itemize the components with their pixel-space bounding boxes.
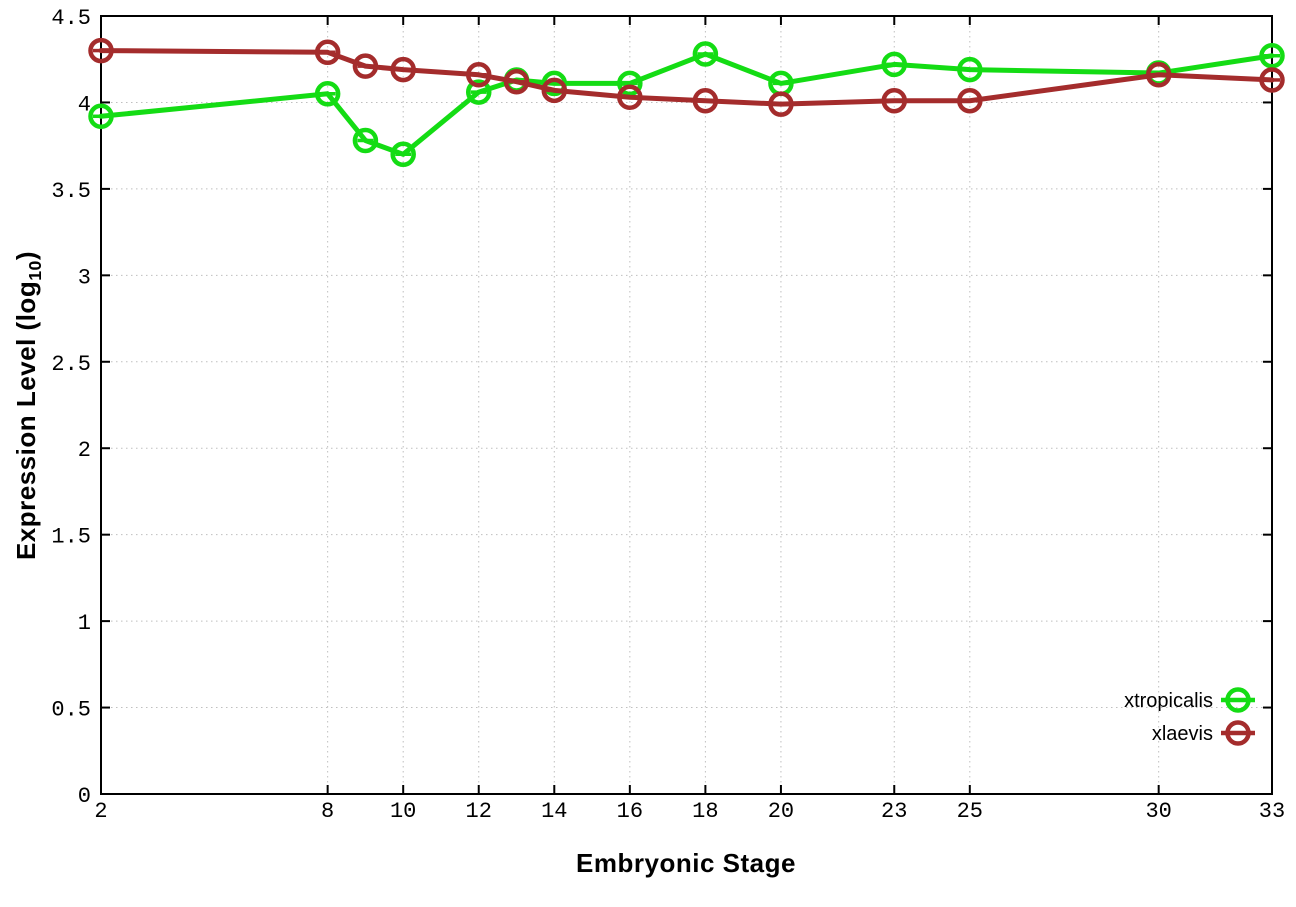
y-tick-label: 0.5 bbox=[51, 698, 91, 723]
x-tick-label: 14 bbox=[541, 799, 567, 824]
data-point-xlaevis-marker bbox=[352, 53, 379, 79]
data-point-xlaevis-marker bbox=[692, 87, 719, 114]
legend-label-xlaevis: xlaevis bbox=[1152, 723, 1213, 745]
y-axis-title: Expression Level (log10) bbox=[11, 250, 46, 560]
x-tick-label: 18 bbox=[692, 799, 718, 824]
x-tick-label: 10 bbox=[390, 799, 416, 824]
y-tick-label: 3.5 bbox=[51, 179, 91, 204]
data-point-xlaevis-marker bbox=[390, 56, 416, 83]
data-point-xlaevis-marker bbox=[465, 62, 492, 88]
x-axis-title: Embryonic Stage bbox=[576, 847, 796, 878]
data-point-xtropicalis-marker bbox=[617, 70, 643, 97]
x-tick-label: 20 bbox=[768, 799, 794, 824]
data-point-xlaevis-marker bbox=[957, 87, 983, 114]
y-tick-label: 1.5 bbox=[51, 525, 91, 550]
legend-label-xtropicalis: xtropicalis bbox=[1124, 690, 1213, 712]
x-tick-label: 12 bbox=[466, 799, 492, 824]
data-point-xtropicalis-marker bbox=[465, 79, 492, 105]
plot-border bbox=[100, 15, 1273, 795]
y-tick-label: 0 bbox=[78, 784, 91, 809]
data-point-xtropicalis-marker bbox=[957, 56, 983, 83]
y-tick-label: 1 bbox=[78, 611, 91, 636]
x-tick-label: 33 bbox=[1259, 799, 1285, 824]
y-tick-label: 2.5 bbox=[51, 352, 91, 377]
y-tick-label: 4.5 bbox=[51, 6, 91, 31]
data-point-xtropicalis-marker bbox=[692, 41, 719, 67]
data-point-xlaevis-marker bbox=[88, 37, 114, 64]
data-point-xlaevis-marker bbox=[314, 39, 341, 66]
data-point-xlaevis-marker bbox=[881, 87, 908, 114]
y-axis-title-subscript: 10 bbox=[25, 259, 46, 281]
x-tick-label: 8 bbox=[321, 799, 334, 824]
legend-sample-marker-xtropicalis bbox=[1225, 687, 1251, 713]
y-axis-title-close: ) bbox=[11, 250, 42, 260]
x-tick-label: 16 bbox=[617, 799, 643, 824]
data-point-xtropicalis-marker bbox=[88, 103, 114, 130]
data-point-xlaevis-marker bbox=[503, 68, 530, 95]
series-line-xtropicalis bbox=[98, 51, 1275, 157]
data-point-xtropicalis-marker bbox=[881, 51, 908, 78]
data-point-xlaevis-marker bbox=[617, 84, 643, 111]
data-point-xlaevis-marker bbox=[768, 91, 794, 117]
x-tick-label: 2 bbox=[94, 799, 107, 824]
y-tick-label: 2 bbox=[78, 438, 91, 463]
data-point-xlaevis-marker bbox=[1145, 62, 1172, 88]
x-tick-label: 23 bbox=[881, 799, 907, 824]
x-tick-label: 25 bbox=[957, 799, 983, 824]
data-point-xtropicalis-marker bbox=[314, 81, 341, 107]
data-point-xlaevis-marker bbox=[1259, 67, 1285, 93]
legend-sample-marker-xlaevis bbox=[1225, 720, 1251, 746]
data-point-xtropicalis-marker bbox=[390, 141, 416, 168]
data-point-xlaevis-marker bbox=[541, 77, 568, 104]
series-line-xlaevis bbox=[98, 48, 1275, 107]
y-tick-label: 4 bbox=[78, 92, 91, 117]
y-axis-title-text: Expression Level (log bbox=[11, 280, 42, 560]
x-tick-label: 30 bbox=[1145, 799, 1171, 824]
data-point-xtropicalis-marker bbox=[352, 127, 379, 154]
y-tick-label: 3 bbox=[78, 265, 91, 290]
data-point-xtropicalis-marker bbox=[1259, 43, 1285, 69]
